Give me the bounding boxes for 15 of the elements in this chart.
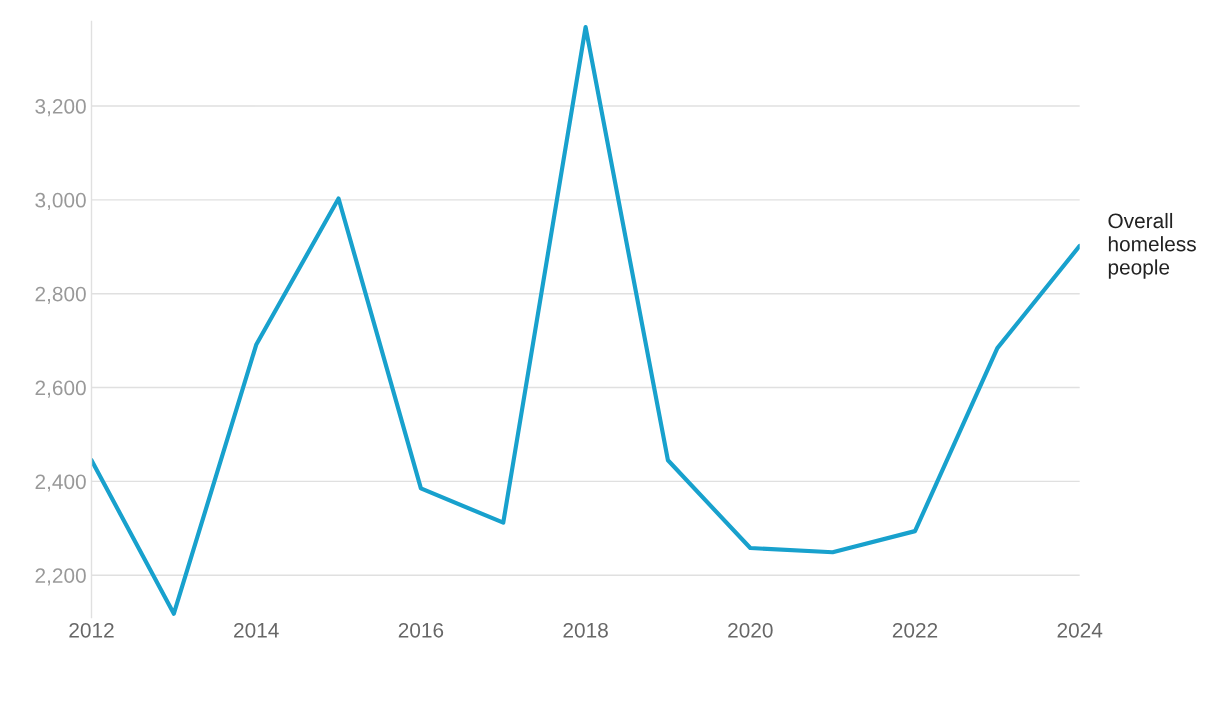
x-tick-label: 2016 xyxy=(398,622,444,638)
y-tick-label: 2,800 xyxy=(35,286,86,304)
series-label: Overall homeless people xyxy=(1108,212,1196,279)
y-tick-label: 2,600 xyxy=(35,380,86,398)
y-tick-label: 3,000 xyxy=(35,192,86,211)
x-tick-label: 2022 xyxy=(892,622,938,638)
y-tick-label: 3,200 xyxy=(35,99,86,117)
y-tick-label: 2,400 xyxy=(35,474,86,492)
x-tick-label: 2012 xyxy=(69,622,114,638)
x-tick-label: 2014 xyxy=(234,622,279,638)
x-tick-label: 2024 xyxy=(1057,622,1103,638)
x-tick-label: 2020 xyxy=(728,622,773,638)
x-tick-label: 2018 xyxy=(563,622,608,638)
line-series xyxy=(91,25,1080,616)
y-tick-label: 2,200 xyxy=(35,568,86,586)
